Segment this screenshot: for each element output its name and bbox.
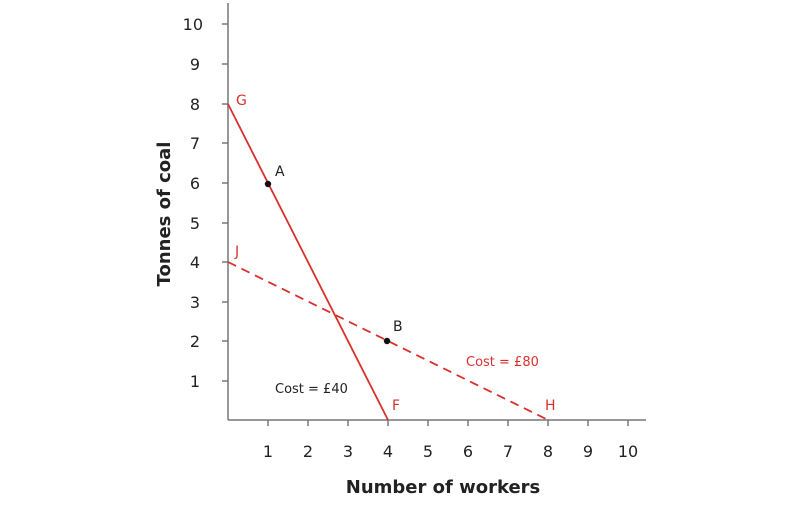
y-tick-5: 5 — [190, 214, 200, 233]
label-J: J — [234, 244, 239, 260]
cost-40-annotation: Cost = £40 — [275, 382, 348, 397]
x-tick-8: 8 — [543, 442, 553, 461]
axes — [222, 3, 646, 426]
y-tick-9: 9 — [190, 55, 200, 74]
y-tick-labels: 1 2 3 4 5 6 7 8 9 10 — [183, 15, 203, 391]
label-B: B — [393, 319, 403, 335]
label-G: G — [236, 93, 247, 109]
y-axis-title: Tonnes of coal — [154, 142, 175, 287]
label-F: F — [392, 398, 400, 414]
y-tick-7: 7 — [190, 134, 200, 153]
x-tick-6: 6 — [463, 442, 473, 461]
y-tick-1: 1 — [190, 372, 200, 391]
y-tick-8: 8 — [190, 95, 200, 114]
y-tick-10: 10 — [183, 15, 203, 34]
x-tick-1: 1 — [263, 442, 273, 461]
isocost-line-40 — [227, 103, 389, 421]
x-axis-title: Number of workers — [346, 477, 541, 498]
y-tick-2: 2 — [190, 332, 200, 351]
y-tick-6: 6 — [190, 174, 200, 193]
y-tick-3: 3 — [190, 293, 200, 312]
x-tick-3: 3 — [343, 442, 353, 461]
x-tick-9: 9 — [583, 442, 593, 461]
x-tick-5: 5 — [423, 442, 433, 461]
point-B — [383, 337, 391, 345]
label-H: H — [545, 398, 556, 414]
x-tick-10: 10 — [618, 442, 638, 461]
x-tick-4: 4 — [383, 442, 393, 461]
x-tick-7: 7 — [503, 442, 513, 461]
cost-80-annotation: Cost = £80 — [466, 355, 539, 370]
label-A: A — [275, 164, 285, 180]
x-tick-2: 2 — [303, 442, 313, 461]
x-tick-labels: 1 2 3 4 5 6 7 8 9 10 — [263, 442, 638, 461]
y-tick-4: 4 — [190, 253, 200, 272]
point-A — [264, 180, 272, 188]
